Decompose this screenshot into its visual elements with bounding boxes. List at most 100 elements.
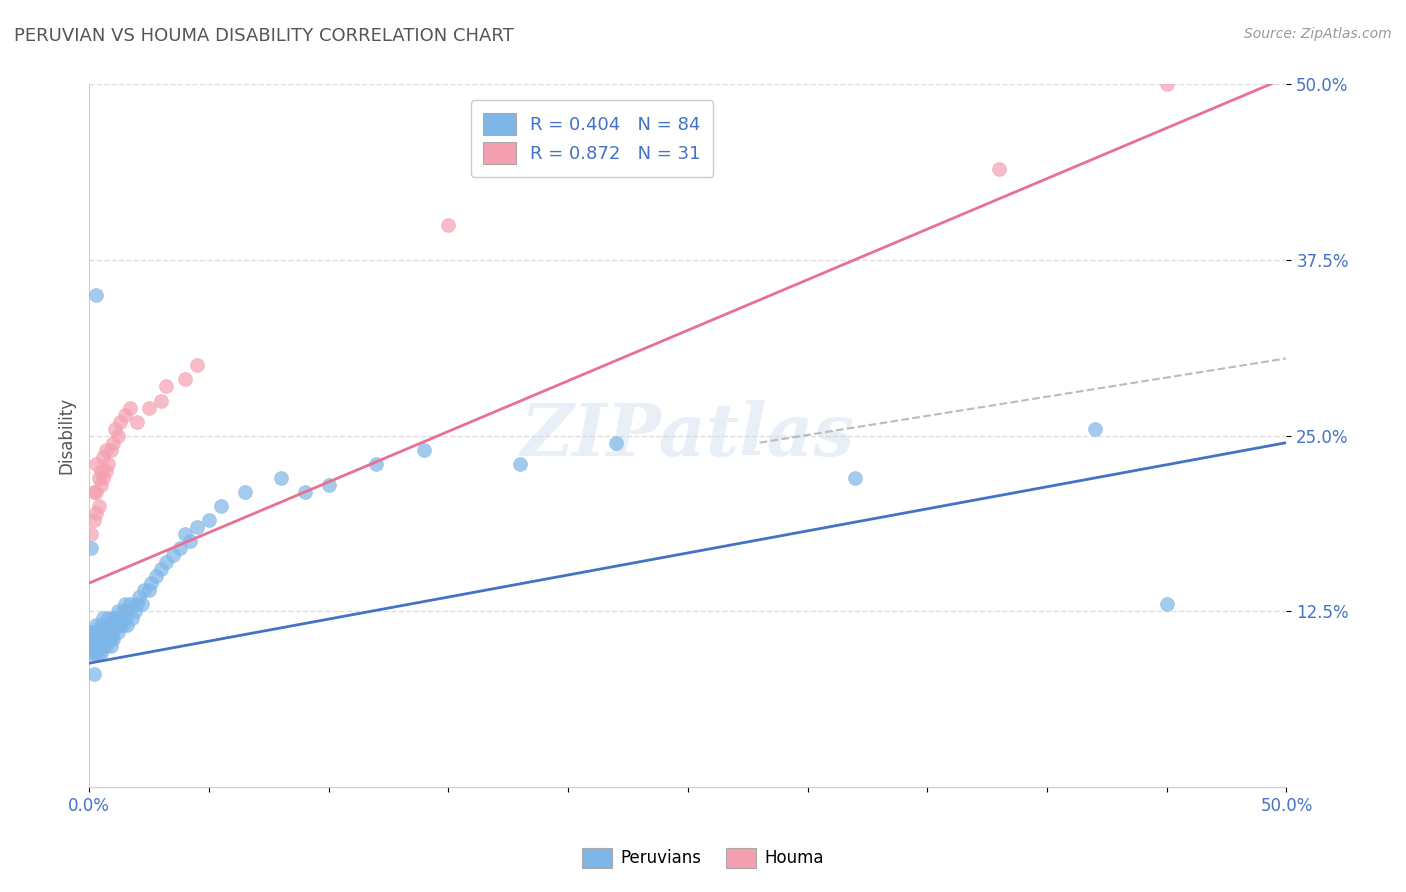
Text: PERUVIAN VS HOUMA DISABILITY CORRELATION CHART: PERUVIAN VS HOUMA DISABILITY CORRELATION…: [14, 27, 513, 45]
Point: [87, 646, 110, 660]
Point: [90, 618, 112, 632]
Point: [94, 464, 117, 478]
Point: [101, 618, 124, 632]
Point: [90, 646, 112, 660]
Point: [149, 562, 172, 576]
Point: [83, 646, 105, 660]
Point: [509, 457, 531, 471]
Point: [104, 422, 127, 436]
Point: [107, 625, 129, 640]
Point: [80, 527, 103, 541]
Point: [100, 618, 122, 632]
Point: [87, 471, 110, 485]
Point: [80, 541, 103, 555]
Point: [413, 442, 436, 457]
Point: [270, 471, 292, 485]
Text: ZIPatlas: ZIPatlas: [520, 401, 855, 471]
Point: [83, 484, 105, 499]
Point: [121, 611, 143, 625]
Point: [87, 640, 110, 654]
Point: [128, 590, 150, 604]
Point: [117, 618, 139, 632]
Point: [209, 499, 232, 513]
Point: [186, 520, 208, 534]
Point: [114, 597, 136, 611]
Point: [437, 218, 460, 232]
Point: [97, 611, 120, 625]
Point: [318, 478, 340, 492]
Point: [162, 548, 184, 562]
Point: [84, 506, 107, 520]
Point: [87, 632, 110, 647]
Legend: Peruvians, Houma: Peruvians, Houma: [575, 841, 831, 875]
Point: [101, 611, 124, 625]
Point: [80, 632, 103, 647]
Point: [80, 646, 103, 660]
Point: [101, 435, 124, 450]
Point: [173, 372, 195, 386]
Point: [104, 611, 127, 625]
Point: [124, 604, 146, 618]
Point: [107, 428, 129, 442]
Text: Source: ZipAtlas.com: Source: ZipAtlas.com: [1244, 27, 1392, 41]
Point: [93, 471, 115, 485]
Point: [1156, 78, 1178, 92]
Point: [118, 401, 141, 415]
Point: [108, 415, 131, 429]
Point: [111, 618, 134, 632]
Point: [114, 408, 136, 422]
Point: [84, 457, 107, 471]
Point: [84, 288, 107, 302]
Point: [97, 632, 120, 647]
Point: [97, 457, 120, 471]
Point: [94, 442, 117, 457]
Point: [366, 457, 388, 471]
Point: [84, 625, 107, 640]
Point: [138, 401, 160, 415]
Point: [125, 597, 148, 611]
Point: [90, 632, 112, 647]
Point: [93, 625, 115, 640]
Point: [107, 618, 129, 632]
Point: [118, 597, 141, 611]
Point: [87, 499, 110, 513]
Point: [155, 555, 177, 569]
Point: [93, 450, 115, 464]
Legend: R = 0.404   N = 84, R = 0.872   N = 31: R = 0.404 N = 84, R = 0.872 N = 31: [471, 101, 713, 177]
Point: [107, 604, 129, 618]
Point: [84, 640, 107, 654]
Point: [179, 534, 201, 549]
Point: [90, 625, 112, 640]
Point: [84, 646, 107, 660]
Point: [101, 632, 124, 647]
Point: [84, 484, 107, 499]
Point: [83, 632, 105, 647]
Point: [90, 464, 112, 478]
Point: [141, 576, 163, 591]
Point: [114, 611, 136, 625]
Point: [1156, 597, 1178, 611]
Point: [186, 359, 208, 373]
Point: [117, 604, 139, 618]
Point: [97, 625, 120, 640]
Point: [83, 640, 105, 654]
Point: [988, 161, 1011, 176]
Point: [169, 541, 191, 555]
Point: [93, 611, 115, 625]
Point: [83, 625, 105, 640]
Point: [108, 611, 131, 625]
Point: [138, 583, 160, 598]
Point: [134, 583, 156, 598]
Point: [844, 471, 866, 485]
Point: [1084, 422, 1107, 436]
Point: [155, 379, 177, 393]
Point: [108, 618, 131, 632]
Point: [173, 527, 195, 541]
Point: [294, 484, 316, 499]
Point: [111, 604, 134, 618]
Point: [94, 618, 117, 632]
Point: [83, 513, 105, 527]
Point: [93, 640, 115, 654]
Point: [101, 625, 124, 640]
Point: [84, 632, 107, 647]
